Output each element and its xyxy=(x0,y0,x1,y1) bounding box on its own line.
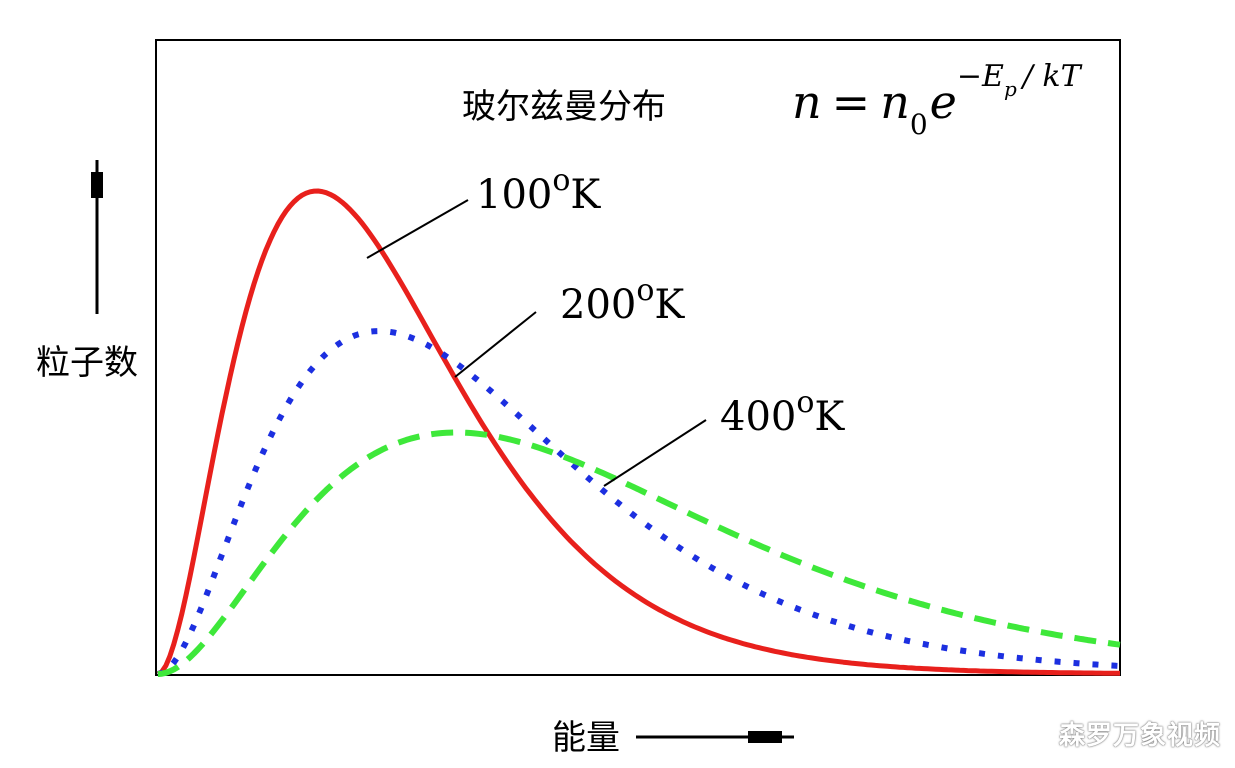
series-line-400k xyxy=(157,429,1121,677)
leader-line-400k xyxy=(603,419,707,487)
leader-line-200k xyxy=(454,311,537,378)
x-axis-label: 能量 xyxy=(552,718,620,758)
y-axis-label: 粒子数 xyxy=(36,343,138,383)
leader-line-100k xyxy=(366,199,469,259)
y-axis-arrow-head xyxy=(91,172,103,198)
watermark: 森罗万象视频 xyxy=(1058,721,1221,751)
series-label-100k: 100oK xyxy=(476,163,601,218)
x-axis-arrow-head xyxy=(748,731,782,743)
series-label-200k: 200oK xyxy=(560,273,685,328)
series-line-100k xyxy=(156,188,1120,677)
chart-title: 玻尔兹曼分布 xyxy=(462,87,666,127)
series-label-400k: 400oK xyxy=(720,385,845,440)
formula: n = n0e−Ep / kT xyxy=(792,59,1083,141)
plot-frame xyxy=(155,39,1121,676)
series-line-200k xyxy=(157,328,1121,677)
